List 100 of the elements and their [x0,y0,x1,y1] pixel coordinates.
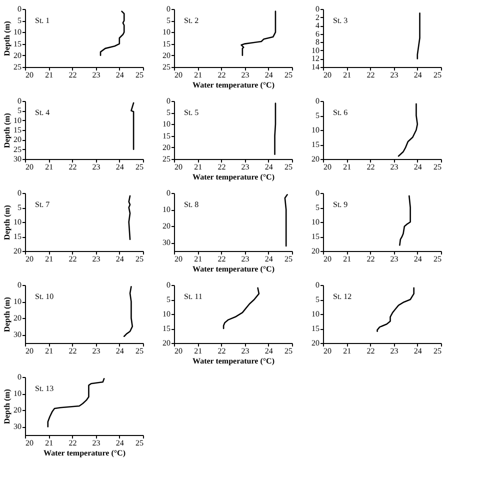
line-series [284,194,288,247]
x-axis-title: Water temperature (°C) [192,264,275,274]
y-tick-label: 0 [166,188,170,198]
x-tick-label: 24 [116,254,124,264]
annotation: St. 7 [35,200,50,209]
x-axis-title: Water temperature (°C) [192,356,275,366]
y-tick-label: 5 [18,16,22,26]
x-tick-label: 23 [241,70,250,80]
y-tick-label: 0 [18,4,22,14]
line-series [128,195,131,240]
x-tick-label: 24 [414,162,422,172]
y-tick-label: 0 [316,96,320,106]
x-tick-label: 22 [68,346,77,356]
y-tick-label: 5 [316,295,320,304]
y-tick-label: 0 [18,188,22,198]
y-tick-label: 8 [316,38,320,47]
x-tick-label: 20 [324,254,332,264]
y-tick-label: 30 [14,154,22,164]
x-tick-label: 21 [194,162,202,172]
x-tick-label: 24 [414,346,422,356]
x-axis-title: Water temperature (°C) [192,80,275,90]
y-tick-label: 25 [162,62,170,72]
x-tick-label: 24 [414,70,422,80]
y-tick-label: 20 [312,246,320,256]
x-tick-label: 23 [92,254,100,264]
y-tick-label: 20 [14,135,22,144]
x-tick-label: 22 [68,438,77,448]
x-tick-label: 22 [366,70,375,80]
x-tick-label: 25 [434,162,442,172]
x-tick-label: 20 [324,346,332,356]
y-tick-label: 10 [14,297,22,306]
y-axis-title: Depth (m) [2,204,12,240]
x-tick-label: 22 [218,162,226,172]
annotation: St. 5 [184,108,199,117]
y-tick-label: 10 [14,389,22,398]
x-tick-label: 21 [343,162,352,172]
x-tick-label: 25 [284,70,292,80]
x-tick-label: 20 [174,162,182,172]
x-tick-label: 24 [116,70,124,80]
line-series [47,378,105,428]
y-tick-label: 5 [316,111,320,120]
y-tick-label: 14 [312,62,320,72]
y-tick-label: 5 [316,203,320,212]
y-tick-label: 20 [162,142,170,152]
y-tick-label: 15 [14,232,22,241]
x-tick-label: 20 [26,162,34,172]
y-tick-label: 10 [312,310,320,318]
x-tick-label: 25 [136,254,144,264]
line-series [376,287,415,332]
x-tick-label: 20 [174,70,182,80]
x-tick-label: 25 [284,254,292,264]
x-tick-label: 21 [343,254,352,264]
x-tick-label: 22 [218,254,226,264]
y-tick-label: 5 [166,295,170,304]
y-tick-label: 30 [14,330,22,340]
y-tick-label: 25 [162,154,170,164]
x-tick-label: 20 [174,346,182,356]
x-tick-label: 25 [136,438,144,448]
y-tick-label: 5 [166,16,170,26]
y-tick-label: 0 [166,280,170,290]
x-tick-label: 23 [390,346,398,356]
x-tick-label: 20 [324,70,332,80]
x-axis-title: Water temperature (°C) [192,172,275,182]
x-tick-label: 21 [343,70,352,80]
y-tick-label: 20 [162,338,170,348]
x-tick-label: 23 [92,162,100,172]
x-tick-label: 22 [68,254,77,264]
y-tick-label: 20 [14,406,22,415]
y-tick-label: 30 [162,238,170,248]
y-tick-label: 20 [162,222,170,231]
x-tick-label: 25 [434,346,442,356]
y-tick-label: 12 [312,54,320,64]
annotation: St. 3 [333,16,348,25]
x-tick-label: 23 [241,162,250,172]
annotation: St. 12 [333,292,352,301]
x-tick-label: 23 [92,438,100,448]
line-series [100,10,125,56]
y-tick-label: 15 [162,324,170,333]
y-tick-label: 10 [312,218,320,226]
x-tick-label: 23 [92,70,100,80]
y-axis-title: Depth (m) [2,388,12,424]
x-tick-label: 22 [68,70,77,80]
y-tick-label: 15 [312,232,320,241]
y-tick-label: 15 [312,140,320,149]
x-tick-label: 23 [241,254,250,264]
y-tick-label: 0 [18,280,22,290]
y-tick-label: 15 [14,39,22,48]
y-tick-label: 10 [312,126,320,134]
x-tick-label: 21 [194,346,202,356]
x-tick-label: 22 [68,162,77,172]
x-tick-label: 21 [45,70,54,80]
x-tick-label: 20 [26,346,34,356]
annotation: St. 11 [184,292,202,301]
x-tick-label: 20 [324,162,332,172]
x-tick-label: 21 [45,162,54,172]
x-tick-label: 24 [414,254,422,264]
y-tick-label: 20 [312,154,320,164]
x-tick-label: 24 [264,346,273,356]
y-tick-label: 0 [18,372,22,382]
y-tick-label: 4 [316,21,320,30]
